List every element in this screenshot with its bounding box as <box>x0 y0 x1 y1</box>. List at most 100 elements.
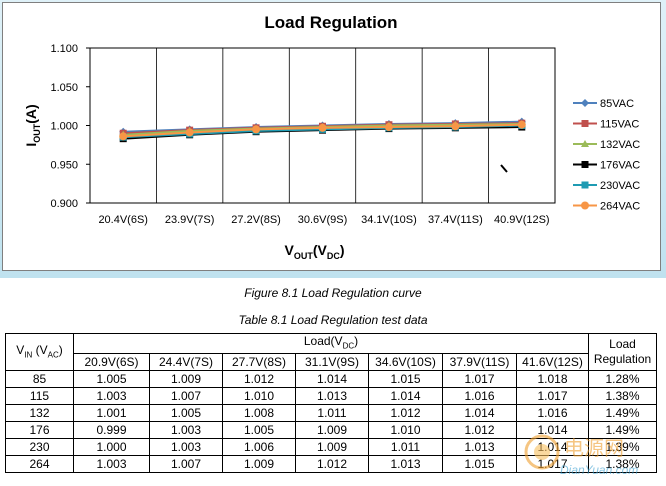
table-row: 85 1.005 1.009 1.012 1.014 1.015 1.017 1.018 1.2… <box>5 370 657 389</box>
load-header-sub: DC <box>342 341 355 351</box>
value-cell: 1.012 <box>442 421 517 440</box>
value-cell: 1.017 <box>516 387 589 406</box>
y-tick-label: 0.900 <box>50 198 78 210</box>
value-cell: 1.014 <box>442 404 517 423</box>
value-cell: 1.009 <box>149 370 223 389</box>
value-cell: 1.013 <box>295 387 369 406</box>
legend-label: 115VAC <box>600 119 639 131</box>
value-cell: 0.999 <box>73 421 150 440</box>
value-cell: 1.005 <box>222 421 296 440</box>
load-header-main: Load(V <box>303 334 343 348</box>
vin-header-sub: IN <box>24 349 33 359</box>
x-tick-label: 37.4V(11S) <box>428 214 483 226</box>
value-cell: 1.006 <box>222 438 296 457</box>
vin-header-unit: (V <box>32 342 48 357</box>
svg-text:电源网: 电源网 <box>564 436 624 460</box>
value-cell: 1.011 <box>368 438 443 457</box>
regulation-header: Load Regulation <box>588 332 657 372</box>
legend-label: 230VAC <box>600 180 640 192</box>
value-cell: 1.014 <box>368 387 443 406</box>
value-cell: 1.003 <box>73 455 150 474</box>
value-cell: 1.015 <box>368 370 443 389</box>
table-caption: Table 8.1 Load Regulation test data <box>238 313 428 327</box>
vin-cell: 132 <box>5 404 74 423</box>
value-cell: 1.018 <box>516 370 589 389</box>
data-point <box>517 120 526 129</box>
x-tick-label: 30.6V(9S) <box>298 214 348 226</box>
table-row: 264 1.003 1.007 1.009 1.012 1.013 1.015 1.017 1.… <box>5 455 657 474</box>
stray-mark <box>500 164 508 173</box>
legend-marker <box>581 140 589 147</box>
value-cell: 1.007 <box>149 455 223 474</box>
legend-marker <box>581 161 589 168</box>
value-cell: 1.001 <box>73 404 150 423</box>
regulation-header-line1: Load <box>609 337 636 352</box>
value-cell: 1.016 <box>442 387 517 406</box>
data-point <box>384 123 393 132</box>
regulation-cell: 1.28% <box>588 370 657 389</box>
load-regulation-chart: Load Regulation 0.900 0.950 1.000 1.050 1.100… <box>23 13 640 261</box>
table-column-row: 20.9V(6S) 24.4V(7S) 27.7V(8S) 31.1V(9S) 34.6… <box>6 353 657 372</box>
legend-marker <box>581 99 589 107</box>
legend-marker <box>581 120 589 127</box>
data-point <box>119 132 128 141</box>
x-axis-label: VOUT(VDC) <box>284 242 344 261</box>
vin-cell: 115 <box>5 387 74 406</box>
value-cell: 1.013 <box>368 455 443 474</box>
data-point <box>185 128 194 137</box>
legend-label: 85VAC <box>600 98 634 110</box>
value-cell: 1.007 <box>149 387 223 406</box>
svg-text:DianYuan.com: DianYuan.com <box>560 463 638 477</box>
vin-header: VIN (VAC) <box>5 332 74 372</box>
legend-label: 264VAC <box>600 201 640 213</box>
value-cell: 1.003 <box>149 421 223 440</box>
column-header-6: 41.6V(12S) <box>516 353 589 372</box>
load-header: Load(VDC) <box>73 332 589 355</box>
value-cell: 1.009 <box>295 421 369 440</box>
load-header-close: ) <box>354 334 359 348</box>
legend-marker <box>581 201 589 210</box>
vin-cell: 176 <box>5 421 74 440</box>
data-point <box>451 122 460 131</box>
regulation-cell: 1.39% <box>588 438 657 457</box>
column-header-1: 24.4V(7S) <box>149 353 223 372</box>
x-tick-label: 40.9V(12S) <box>494 214 550 226</box>
legend-label: 176VAC <box>600 160 640 172</box>
value-cell: 1.009 <box>295 438 369 457</box>
value-cell: 1.012 <box>368 404 443 423</box>
value-cell: 1.003 <box>149 438 223 457</box>
value-cell: 1.012 <box>222 370 296 389</box>
regulation-header-line2: Regulation <box>593 352 652 367</box>
table-row: 115 1.003 1.007 1.010 1.013 1.014 1.016 1.017 1.… <box>5 387 657 406</box>
dianyuan-watermark-logo: 电源网 DianYuan.com <box>524 434 638 477</box>
vin-cell: 85 <box>5 370 74 389</box>
value-cell: 1.013 <box>442 438 517 457</box>
y-tick-label: 1.100 <box>50 43 78 55</box>
column-header-2: 27.7V(8S) <box>222 353 296 372</box>
value-cell: 1.015 <box>442 455 517 474</box>
value-cell: 1.012 <box>295 455 369 474</box>
y-tick-label: 1.000 <box>50 121 78 133</box>
data-point <box>318 123 327 132</box>
table-row: 230 1.000 1.003 1.006 1.009 1.011 1.013 1.014 1.… <box>5 438 657 457</box>
value-cell: 1.010 <box>368 421 443 440</box>
chart-title: Load Regulation <box>264 13 397 32</box>
x-tick-label: 34.1V(10S) <box>361 214 417 226</box>
y-tick-label: 0.950 <box>50 159 78 171</box>
legend-label: 132VAC <box>600 139 640 151</box>
y-tick-label: 1.050 <box>50 82 78 94</box>
y-axis-label: IOUT(A) <box>23 104 42 146</box>
regulation-cell: 1.38% <box>588 455 657 474</box>
column-header-0: 20.9V(6S) <box>73 353 150 372</box>
table-container: VIN (VAC) Load(VDC) Load Regulation 20.9… <box>5 332 657 474</box>
vin-header-unit-sub: AC <box>47 349 59 359</box>
load-regulation-table: VIN (VAC) Load(VDC) Load Regulation 20.9… <box>5 332 657 474</box>
value-cell: 1.016 <box>516 404 589 423</box>
figure-caption: Figure 8.1 Load Regulation curve <box>244 286 422 300</box>
x-tick-label: 23.9V(7S) <box>165 214 215 226</box>
x-tick-label: 20.4V(6S) <box>98 214 148 226</box>
regulation-cell: 1.49% <box>588 404 657 423</box>
table-row: 132 1.001 1.005 1.008 1.011 1.012 1.014 1.016 1.… <box>5 404 657 423</box>
column-header-3: 31.1V(9S) <box>295 353 369 372</box>
table-row: 176 0.999 1.003 1.005 1.009 1.010 1.012 1.014 1.… <box>5 421 657 440</box>
